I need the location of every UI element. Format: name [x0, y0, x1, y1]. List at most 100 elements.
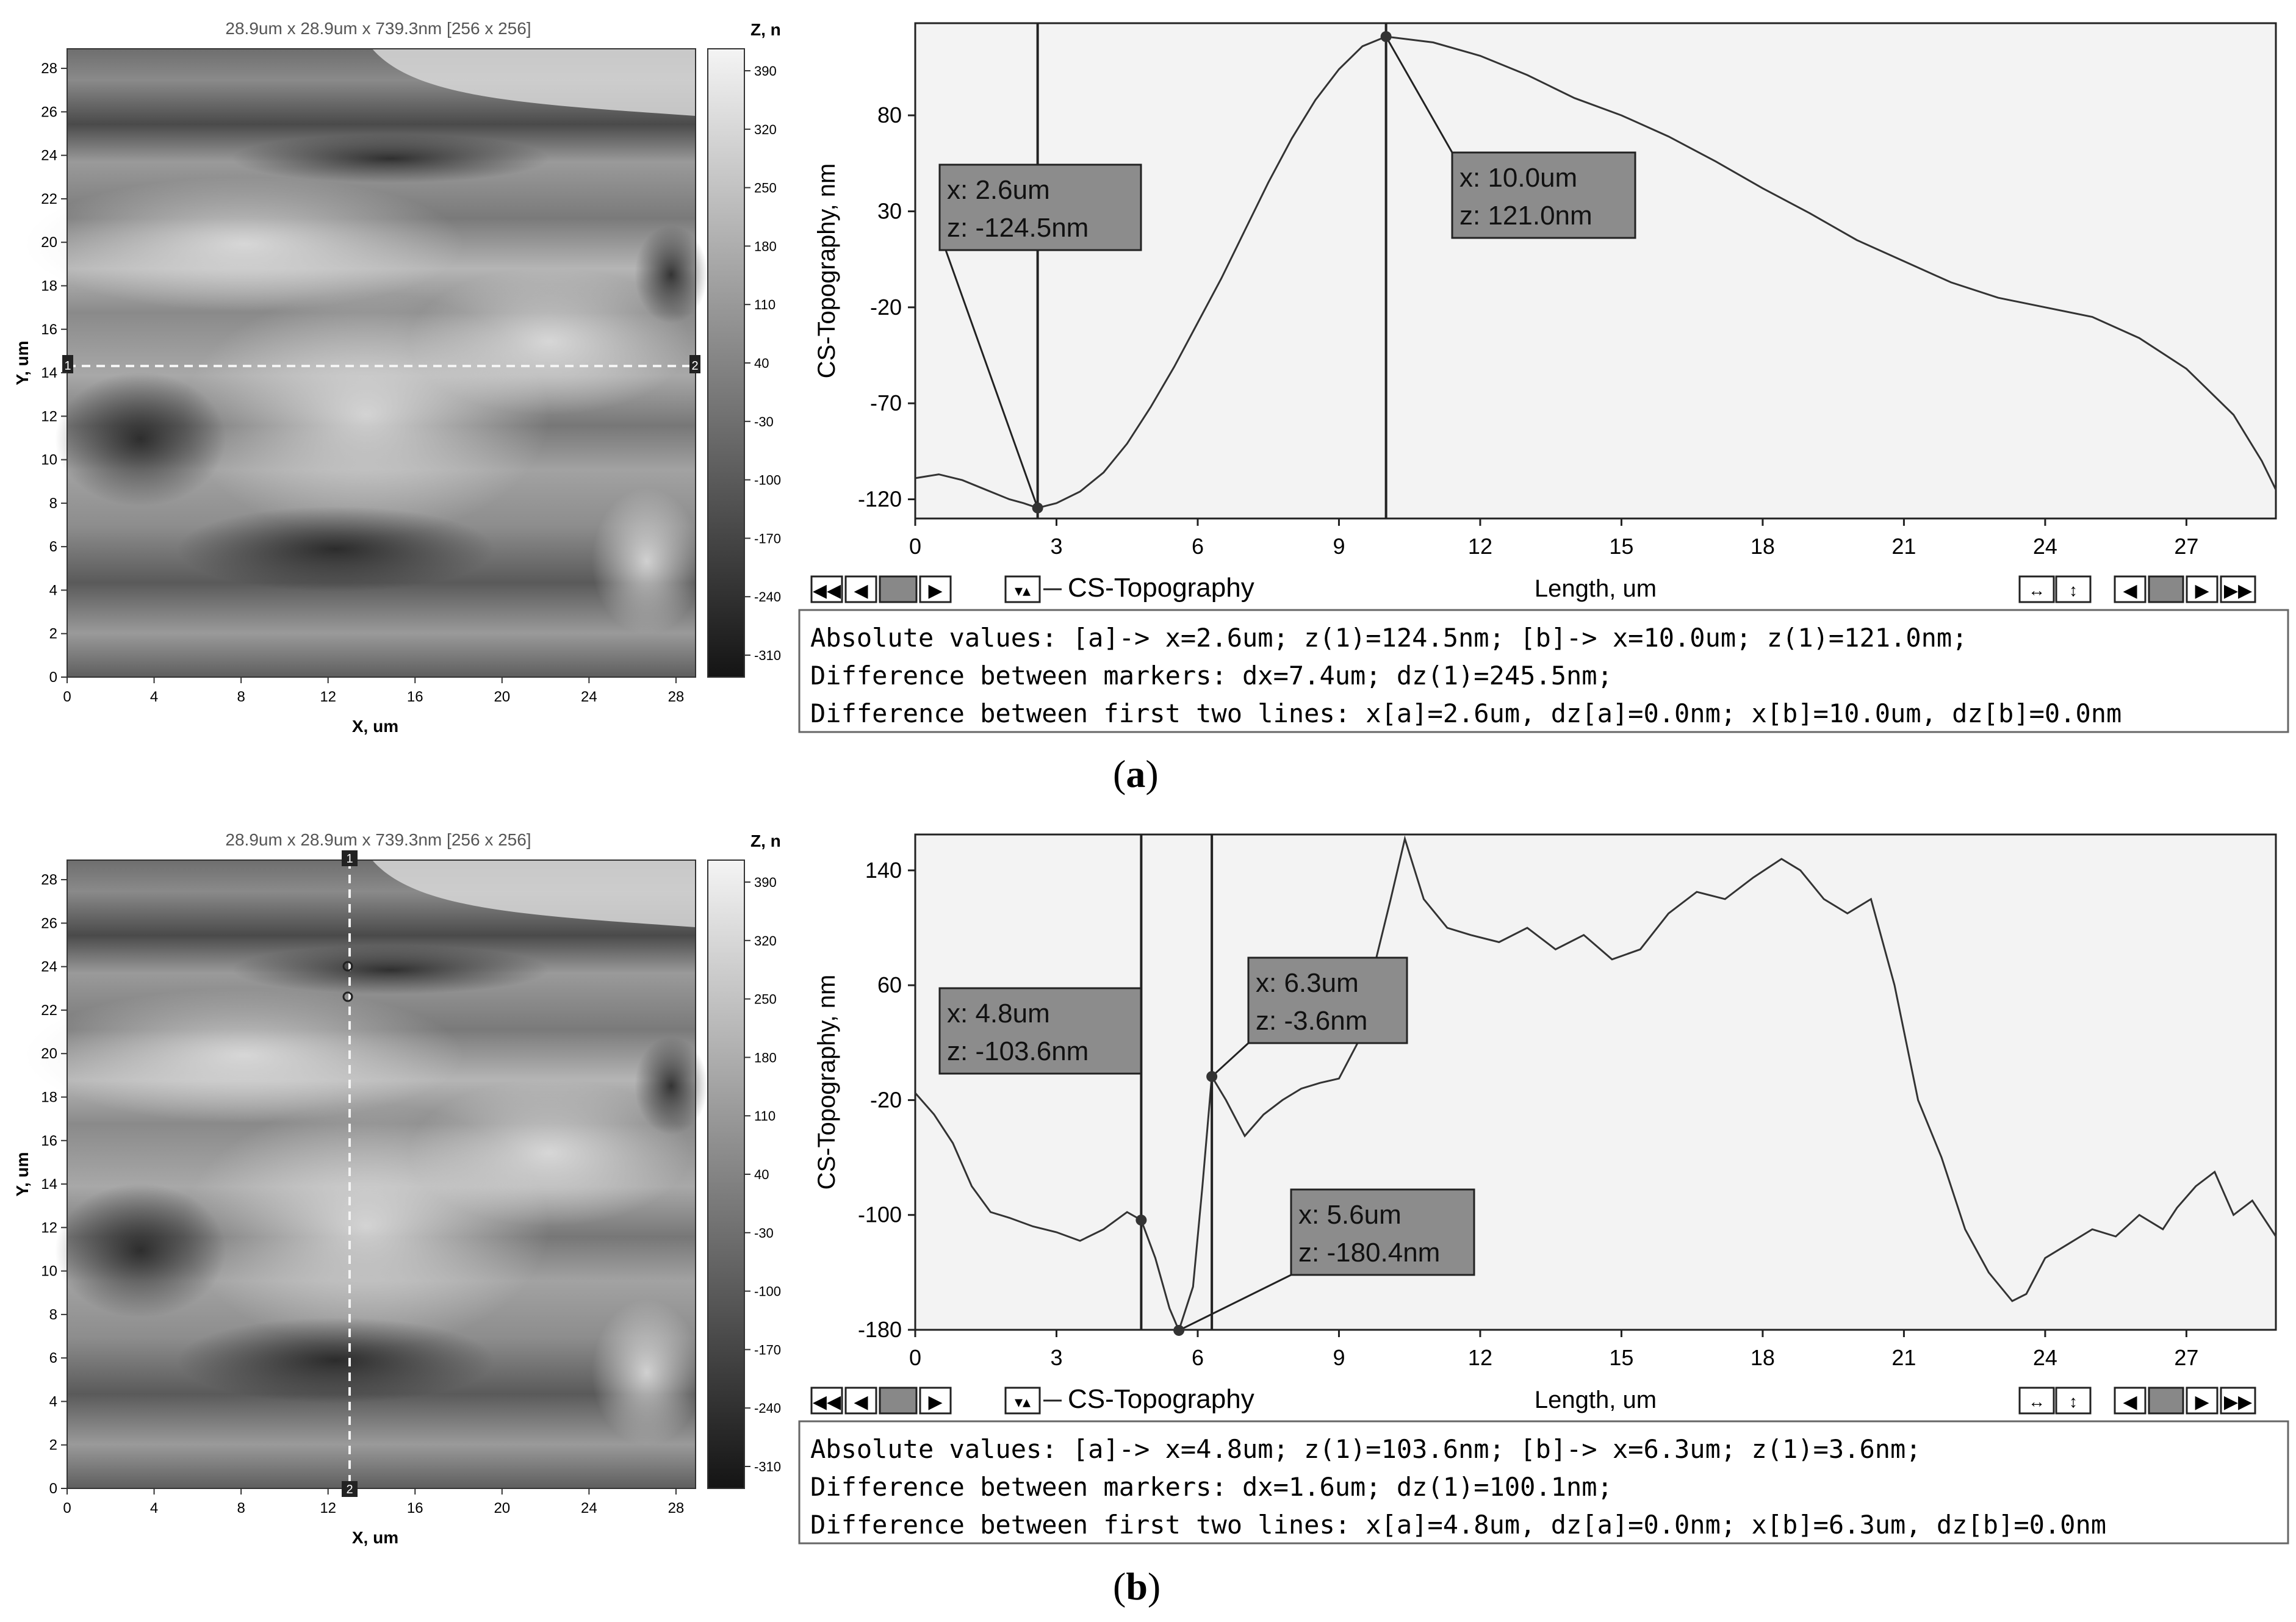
- map-y-tick-label: 10: [41, 452, 57, 468]
- map-y-tick-label: 20: [41, 234, 57, 251]
- scanline-end-marker: 2: [691, 359, 698, 373]
- scroll-right-button[interactable]: [2186, 575, 2219, 603]
- x-tick-label: 24: [2033, 534, 2057, 559]
- scanline-marker-b[interactable]: [342, 991, 353, 1002]
- fit-x-button[interactable]: [2018, 575, 2055, 603]
- next-page-button[interactable]: [919, 575, 952, 603]
- caption-close: ): [1147, 1565, 1161, 1608]
- callout-leader: [945, 249, 1039, 509]
- caption-close: ): [1145, 752, 1159, 795]
- chart-toolbar-right: ↔ ↕ ◀ ▶ ▶▶: [2018, 1387, 2256, 1415]
- fit-horizontal-icon: ↔: [2028, 581, 2045, 600]
- callout-z-value: z: -3.6nm: [1256, 1006, 1367, 1036]
- map-y-tick-label: 2: [49, 1437, 57, 1454]
- caption-a: (a): [1113, 752, 1159, 797]
- scroll-right-button[interactable]: [2186, 1387, 2219, 1415]
- profile-chart-b: 0 3 6 9 12 15 18 21 24 27 -180 -100 -20 60 140 x: 4.8um…: [798, 833, 2289, 1545]
- x-tick-label: 15: [1609, 1345, 1633, 1370]
- colorbar-tick-label: -170: [754, 1342, 781, 1357]
- prev-page-button[interactable]: [844, 575, 877, 603]
- scanline-a[interactable]: 1 2: [62, 355, 700, 373]
- prev-page-button[interactable]: [844, 1387, 877, 1415]
- fit-vertical-icon: ↕: [2069, 1392, 2078, 1411]
- x-tick-label: 15: [1609, 534, 1633, 559]
- colorbar-tick-label: -30: [754, 1225, 774, 1241]
- map-x-tick-label: 12: [320, 1500, 336, 1516]
- page-scroll-thumb[interactable]: [879, 575, 918, 603]
- marker-point[interactable]: [1173, 1324, 1185, 1336]
- scroll-thumb[interactable]: [2148, 1387, 2184, 1415]
- marker-callout: [938, 987, 1142, 1075]
- callout-x-value: x: 2.6um: [947, 175, 1050, 205]
- series-toggle-button[interactable]: [1004, 575, 1041, 603]
- map-y-tick-label: 8: [49, 495, 57, 512]
- series-toggle-button[interactable]: [1004, 1387, 1041, 1415]
- map-y-tick-label: 18: [41, 1089, 57, 1105]
- scroll-left-button[interactable]: [2114, 575, 2147, 603]
- scanline-start-marker: 1: [346, 852, 353, 866]
- scroll-left-button[interactable]: [2114, 1387, 2147, 1415]
- first-page-button[interactable]: [810, 1387, 843, 1415]
- map-y-tick-label: 8: [49, 1307, 57, 1323]
- colorbar-title: Z, nm: [750, 20, 781, 39]
- x-tick-label: 0: [909, 534, 921, 559]
- scroll-thumb[interactable]: [2148, 575, 2184, 603]
- y-tick-label: -100: [858, 1202, 902, 1227]
- map-x-tick-label: 12: [320, 689, 336, 705]
- series-toggle-icon: ▾▴: [1015, 581, 1031, 600]
- colorbar-tick-label: -240: [754, 589, 781, 605]
- x-tick-label: 9: [1333, 1345, 1345, 1370]
- x-tick-label: 18: [1751, 1345, 1775, 1370]
- map-y-tick-label: 28: [41, 60, 57, 77]
- colorbar-tick-label: 320: [754, 122, 777, 137]
- info-line-difference: Difference between first two lines: x[a]…: [810, 698, 2121, 728]
- marker-point[interactable]: [1135, 1215, 1147, 1226]
- scanline-b[interactable]: 1 2: [342, 850, 358, 1497]
- caption-letter: b: [1126, 1565, 1148, 1608]
- first-page-button[interactable]: [810, 575, 843, 603]
- colorbar-tick-label: -310: [754, 648, 781, 663]
- left-arrow-icon: ◀: [854, 581, 868, 601]
- marker-point[interactable]: [1380, 31, 1392, 43]
- colorbar: Z, nm 390 320 250 180 110 40 -30 -100 -170 -240 -3…: [707, 831, 781, 1489]
- map-x-tick-label: 20: [494, 1500, 510, 1516]
- colorbar-tick-label: -100: [754, 1284, 781, 1299]
- right-arrow-icon: ▶: [928, 581, 942, 601]
- colorbar-tick-label: -170: [754, 531, 781, 546]
- right-arrow-icon: ▶: [928, 1392, 942, 1412]
- colorbar-tick-label: 40: [754, 356, 769, 371]
- map-y-tick-label: 10: [41, 1263, 57, 1280]
- scanline-marker-a[interactable]: [342, 961, 353, 972]
- scroll-end-button[interactable]: [2220, 575, 2256, 603]
- map-header: 28.9um x 28.9um x 739.3nm [256 x 256]: [225, 19, 531, 38]
- next-page-button[interactable]: [919, 1387, 952, 1415]
- y-axis-label: CS-Topography, nm: [813, 975, 840, 1190]
- map-y-tick-label: 22: [41, 1002, 57, 1019]
- fit-y-button[interactable]: [2055, 575, 2092, 603]
- x-tick-label: 27: [2174, 1345, 2198, 1370]
- map-x-tick-label: 16: [407, 689, 423, 705]
- profile-line: [915, 35, 2277, 509]
- legend-label: CS-Topography: [1068, 573, 1254, 603]
- map-y-tick-label: 14: [41, 365, 57, 381]
- info-box: Absolute values: [a]-> x=4.8um; z(1)=103…: [798, 1420, 2289, 1545]
- map-y-tick-label: 12: [41, 408, 57, 425]
- double-right-icon: ▶▶: [2224, 1392, 2252, 1412]
- x-tick-label: 12: [1468, 1345, 1492, 1370]
- fit-y-button[interactable]: [2055, 1387, 2092, 1415]
- y-tick-label: -180: [858, 1317, 902, 1342]
- map-x-tick-label: 8: [237, 1500, 245, 1516]
- scroll-end-button[interactable]: [2220, 1387, 2256, 1415]
- colorbar-tick-label: 250: [754, 992, 777, 1007]
- map-x-tick-label: 28: [668, 1500, 685, 1516]
- page-scroll-thumb[interactable]: [879, 1387, 918, 1415]
- marker-point[interactable]: [1206, 1071, 1218, 1082]
- map-y-tick-label: 0: [49, 1480, 57, 1497]
- scanline-end-marker: 2: [346, 1483, 353, 1496]
- callout-x-value: x: 6.3um: [1256, 968, 1359, 998]
- panel-b: 28.9um x 28.9um x 739.3nm [256 x 256] 1 …: [0, 811, 2296, 1622]
- fit-x-button[interactable]: [2018, 1387, 2055, 1415]
- marker-point[interactable]: [1032, 502, 1043, 514]
- info-absolute-values: Absolute values: [a]-> x=4.8um; z(1)=103…: [810, 1434, 1921, 1464]
